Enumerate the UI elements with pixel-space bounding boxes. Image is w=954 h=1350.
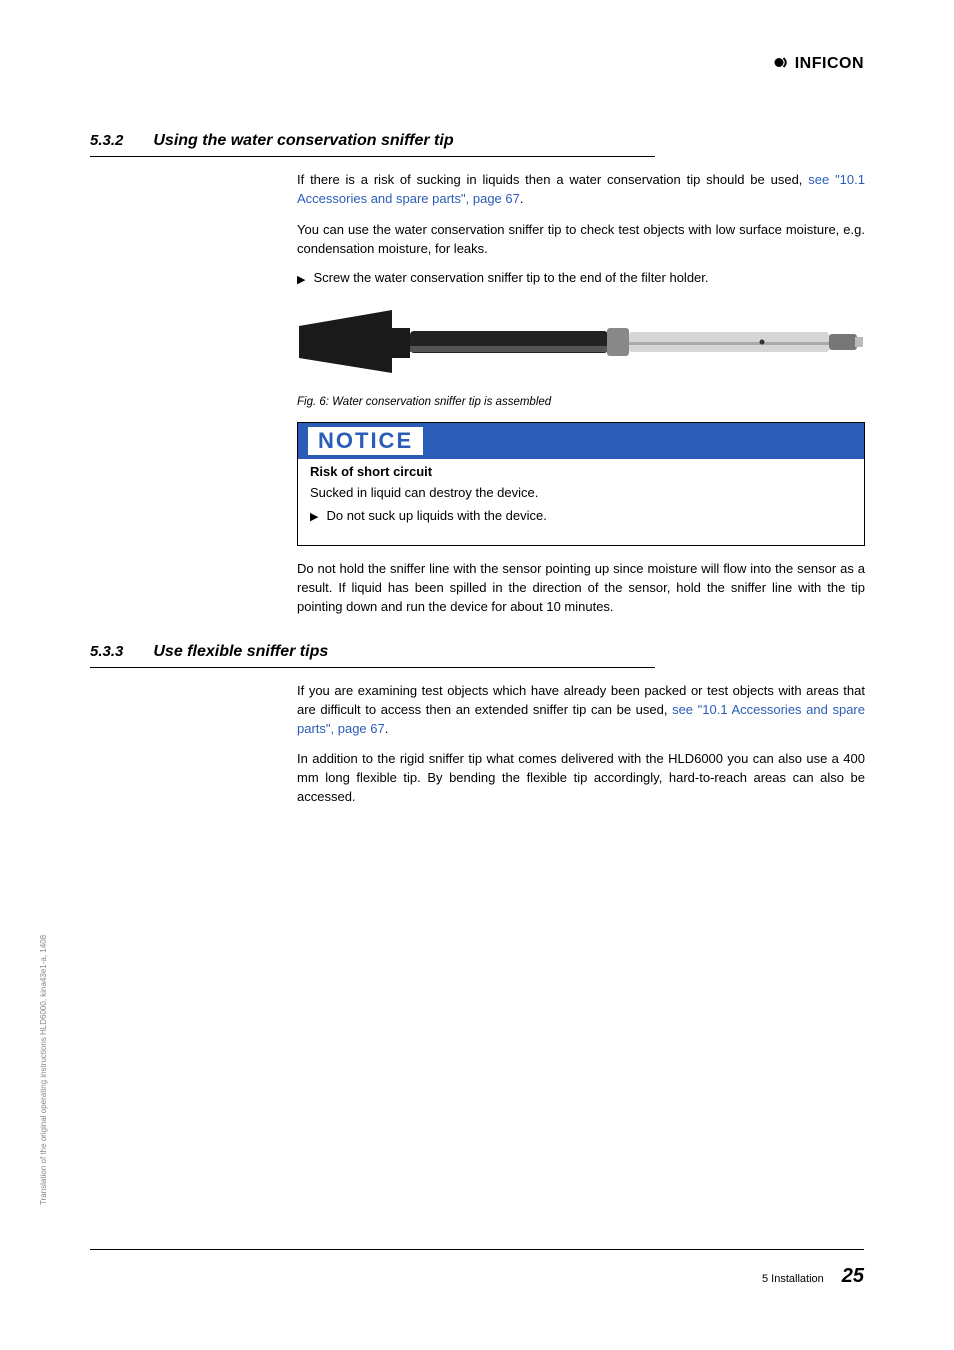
bullet-item: ▶ Screw the water conservation sniffer t… — [297, 270, 865, 286]
footer-rule — [90, 1249, 864, 1250]
bullet-text: Screw the water conservation sniffer tip… — [313, 270, 708, 285]
heading-rule — [90, 156, 655, 157]
text: If there is a risk of sucking in liquids… — [297, 172, 808, 187]
notice-label: NOTICE — [308, 427, 423, 455]
paragraph: You can use the water conservation sniff… — [297, 221, 865, 259]
section-532-content: If there is a risk of sucking in liquids… — [297, 171, 865, 617]
brand-logo: INFICON — [773, 55, 864, 73]
section-title: Use flexible sniffer tips — [153, 643, 328, 661]
figure-6 — [297, 298, 865, 388]
notice-text: Sucked in liquid can destroy the device. — [310, 485, 852, 500]
figure-caption: Fig. 6: Water conservation sniffer tip i… — [297, 396, 865, 408]
page-footer: 5 Installation 25 — [762, 1265, 864, 1288]
section-number: 5.3.2 — [90, 132, 123, 149]
footer-section: 5 Installation — [762, 1273, 824, 1285]
text: . — [385, 721, 389, 736]
side-metadata: Translation of the original operating in… — [39, 935, 48, 1205]
paragraph: If you are examining test objects which … — [297, 682, 865, 739]
section-heading-533: 5.3.3 Use flexible sniffer tips — [90, 643, 864, 661]
heading-rule — [90, 667, 655, 668]
paragraph: If there is a risk of sucking in liquids… — [297, 171, 865, 209]
section-533-content: If you are examining test objects which … — [297, 682, 865, 807]
notice-box: NOTICE Risk of short circuit Sucked in l… — [297, 422, 865, 547]
text: . — [520, 191, 524, 206]
section-heading-532: 5.3.2 Using the water conservation sniff… — [90, 132, 864, 150]
triangle-icon: ▶ — [297, 273, 305, 286]
notice-header: NOTICE — [298, 423, 864, 459]
section-number: 5.3.3 — [90, 643, 123, 660]
sniffer-tip-image — [297, 298, 865, 388]
paragraph: In addition to the rigid sniffer tip wha… — [297, 750, 865, 807]
bullet-item: ▶ Do not suck up liquids with the device… — [310, 508, 852, 524]
paragraph: Do not hold the sniffer line with the se… — [297, 560, 865, 617]
page-number: 25 — [842, 1265, 864, 1288]
bullet-text: Do not suck up liquids with the device. — [326, 508, 546, 523]
triangle-icon: ▶ — [310, 510, 318, 523]
notice-body: Risk of short circuit Sucked in liquid c… — [298, 459, 864, 546]
brand-name: INFICON — [795, 55, 864, 73]
section-title: Using the water conservation sniffer tip — [153, 132, 453, 150]
notice-title: Risk of short circuit — [310, 464, 852, 479]
